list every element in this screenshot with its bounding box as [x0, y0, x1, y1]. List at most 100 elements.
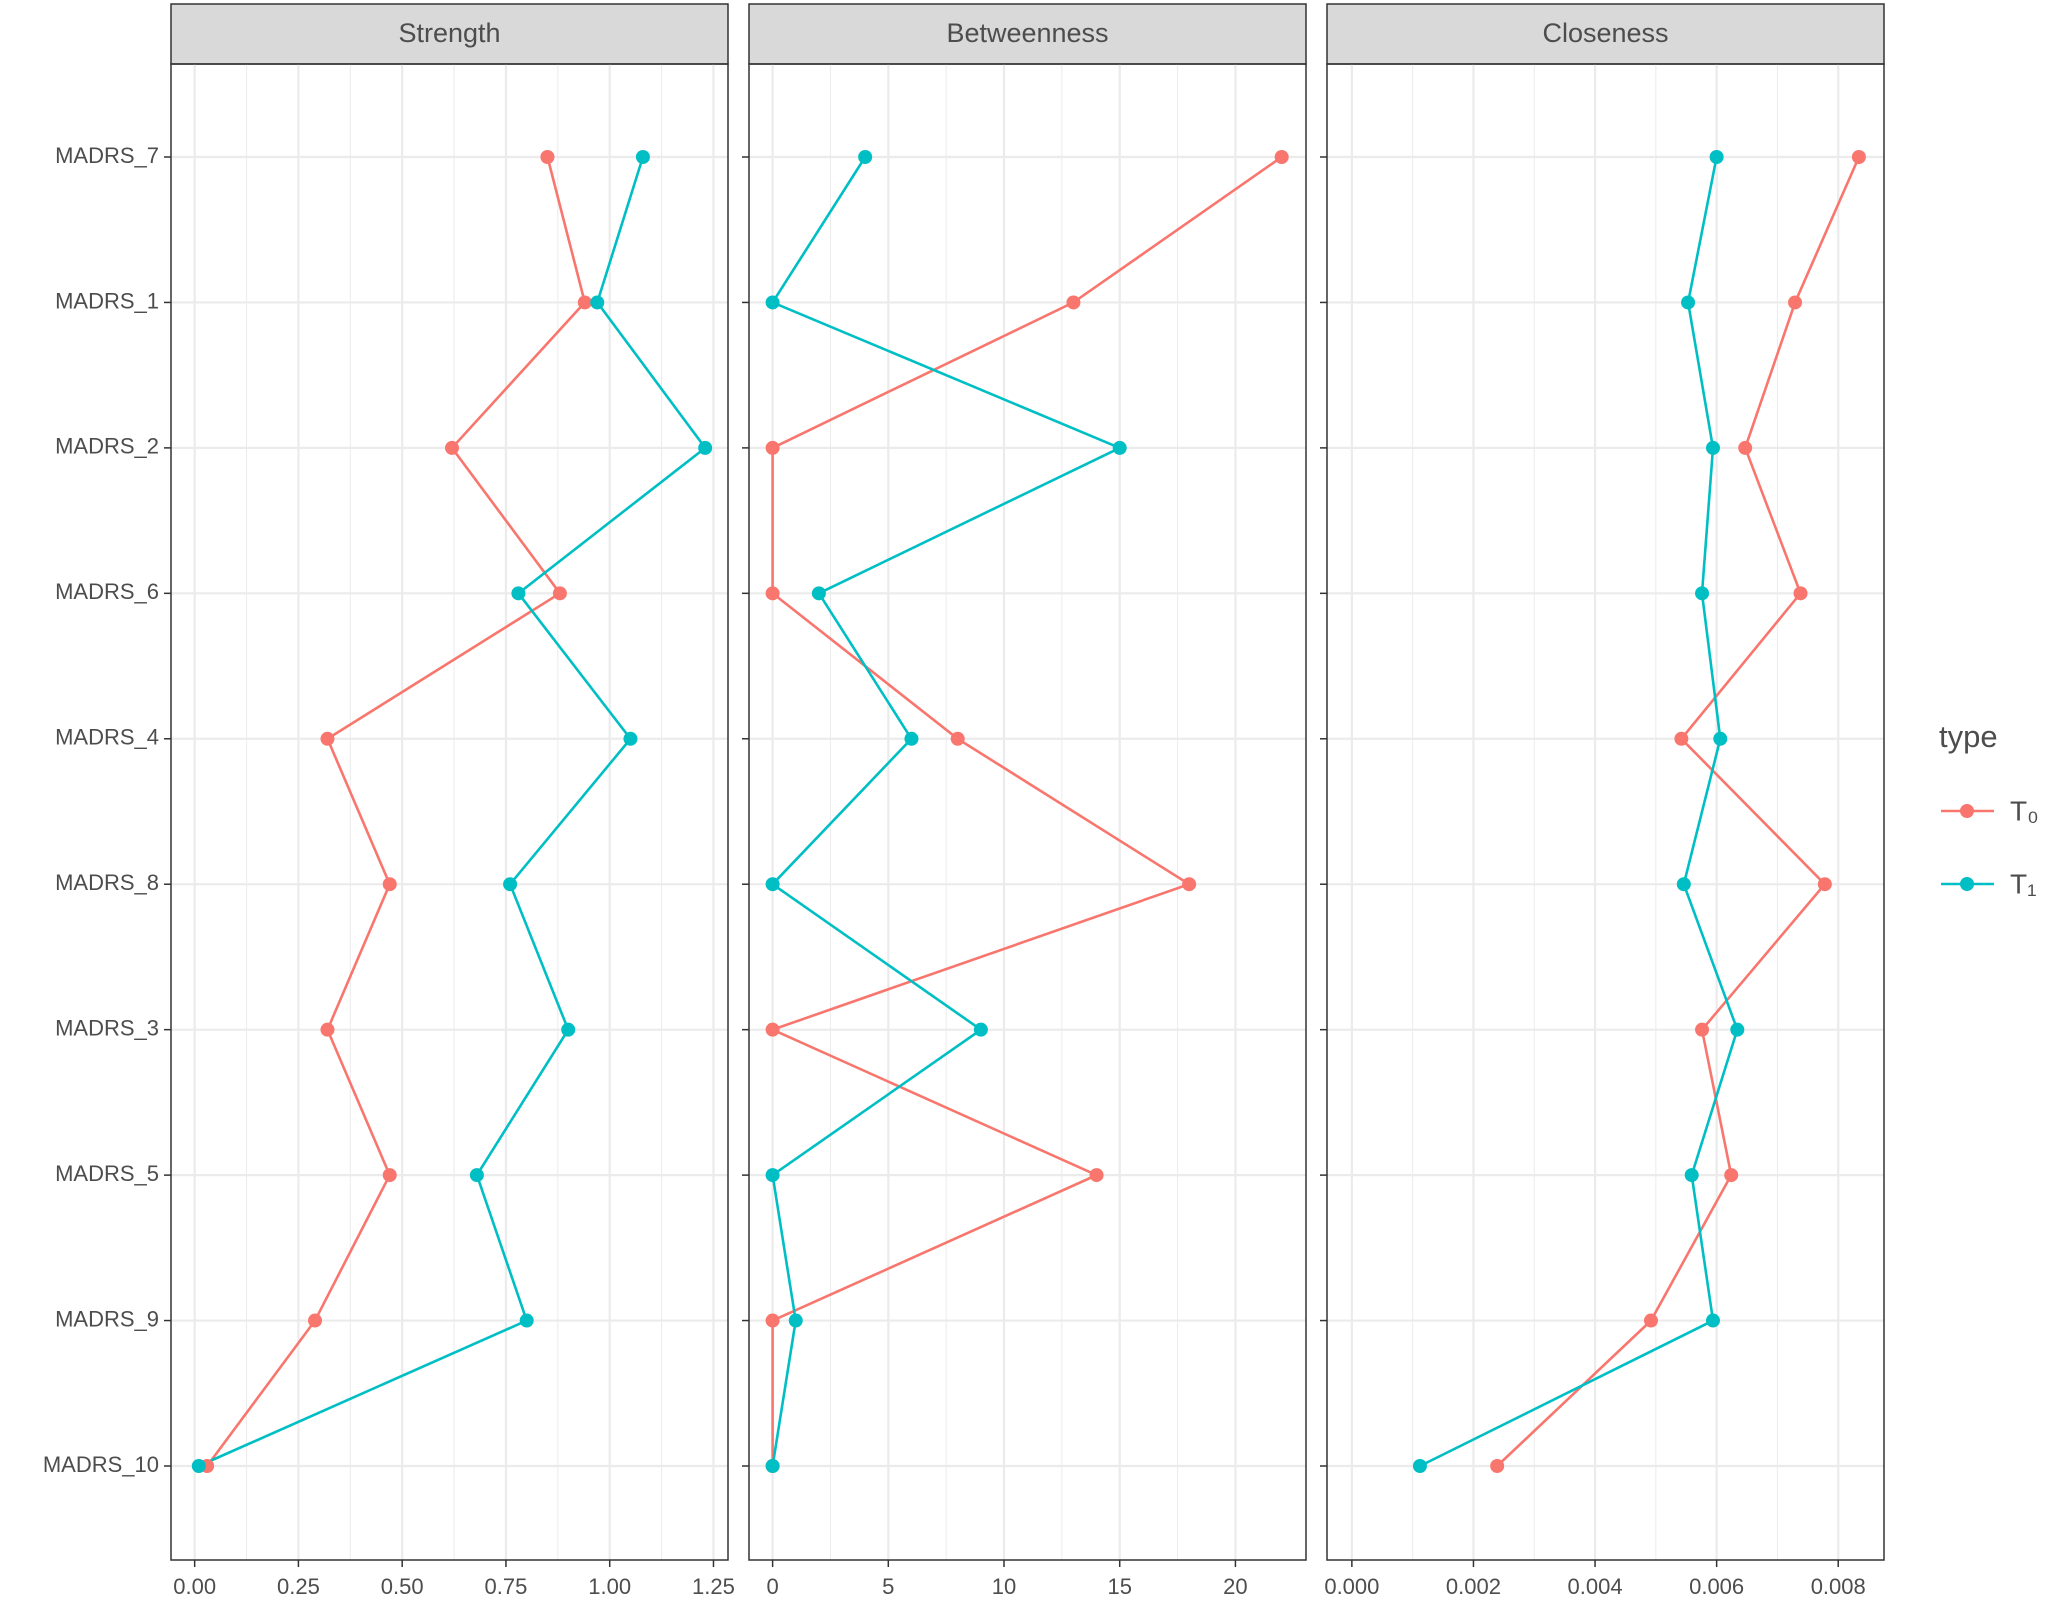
data-point	[1705, 440, 1720, 455]
panel-border	[170, 63, 729, 1561]
data-point	[1089, 1168, 1104, 1183]
y-tick-label: MADRS_6	[55, 579, 159, 604]
data-point	[382, 877, 397, 892]
x-tick-label: 0.006	[1689, 1574, 1744, 1599]
x-tick-label: 20	[1223, 1574, 1247, 1599]
data-point	[577, 295, 592, 310]
y-tick-label: MADRS_7	[55, 143, 159, 168]
legend-marker	[1960, 877, 1974, 891]
x-tick-label: 10	[992, 1574, 1016, 1599]
data-point	[1674, 731, 1689, 746]
data-point	[320, 731, 335, 746]
data-point	[1066, 295, 1081, 310]
data-point	[765, 877, 780, 892]
data-point	[811, 586, 826, 601]
data-point	[858, 150, 873, 164]
panel-border	[748, 63, 1307, 1561]
facet-title: Strength	[398, 18, 500, 48]
x-tick-label: 0.000	[1324, 1574, 1379, 1599]
series-line	[769, 155, 1283, 1466]
data-point	[904, 731, 919, 746]
facet-title: Betweenness	[946, 18, 1108, 48]
legend-label: T₁	[2010, 868, 2037, 899]
y-tick-label: MADRS_10	[43, 1452, 159, 1477]
data-point	[469, 1168, 484, 1183]
data-point	[1490, 1459, 1505, 1473]
series-line	[1419, 156, 1739, 1468]
data-point	[1182, 877, 1197, 892]
data-point	[503, 877, 518, 892]
x-tick-label: 1.00	[588, 1574, 631, 1599]
x-tick-label: 0.75	[485, 1574, 528, 1599]
y-tick-label: MADRS_4	[55, 725, 159, 750]
legend-label: T₀	[2010, 795, 2039, 826]
y-tick-label: MADRS_3	[55, 1015, 159, 1040]
series-line	[1496, 156, 1861, 1467]
data-point	[191, 1459, 206, 1473]
legend-title: type	[1939, 719, 1998, 754]
data-point	[1788, 295, 1803, 310]
x-tick-label: 15	[1107, 1574, 1131, 1599]
data-point	[590, 295, 605, 310]
data-point	[552, 586, 567, 601]
panel-border	[1326, 63, 1885, 1561]
facet-title: Closeness	[1542, 18, 1668, 48]
data-point	[1724, 1168, 1739, 1183]
facet-strip	[170, 3, 729, 65]
x-tick-label: 0.25	[277, 1574, 320, 1599]
data-point	[1730, 1022, 1745, 1037]
data-point	[765, 295, 780, 310]
y-tick-label: MADRS_5	[55, 1161, 159, 1186]
x-tick-label: 0.008	[1811, 1574, 1866, 1599]
data-point	[765, 440, 780, 455]
data-point	[1274, 150, 1289, 164]
data-point	[765, 1459, 780, 1473]
series-line	[206, 156, 587, 1467]
data-point	[1695, 586, 1710, 601]
data-point	[1793, 586, 1808, 601]
x-tick-label: 1.25	[692, 1574, 735, 1599]
y-tick-label: MADRS_9	[55, 1306, 159, 1331]
facet-strip	[1326, 3, 1885, 65]
y-tick-label: MADRS_2	[55, 434, 159, 459]
data-point	[788, 1313, 803, 1328]
data-point	[635, 150, 650, 164]
x-tick-label: 0	[766, 1574, 778, 1599]
x-tick-label: 0.004	[1568, 1574, 1623, 1599]
data-point	[382, 1168, 397, 1183]
data-point	[1684, 1168, 1699, 1183]
data-point	[519, 1313, 534, 1328]
data-point	[444, 440, 459, 455]
data-point	[765, 1022, 780, 1037]
data-point	[1705, 1313, 1720, 1328]
data-point	[765, 1168, 780, 1183]
x-tick-label: 5	[882, 1574, 894, 1599]
data-point	[1681, 295, 1696, 310]
legend-marker	[1960, 804, 1974, 818]
y-tick-label: MADRS_1	[55, 288, 159, 313]
data-point	[698, 440, 713, 455]
y-tick-label: MADRS_8	[55, 870, 159, 895]
data-point	[1817, 877, 1832, 892]
data-point	[1412, 1459, 1427, 1473]
x-tick-label: 0.002	[1446, 1574, 1501, 1599]
data-point	[1851, 150, 1866, 164]
data-point	[623, 731, 638, 746]
data-point	[1709, 150, 1724, 164]
facet-strip	[748, 3, 1307, 65]
x-tick-label: 0.00	[173, 1574, 216, 1599]
data-point	[973, 1022, 988, 1037]
data-point	[1112, 440, 1127, 455]
data-point	[765, 1313, 780, 1328]
data-point	[1713, 731, 1728, 746]
data-point	[561, 1022, 576, 1037]
data-point	[308, 1313, 323, 1328]
data-point	[765, 586, 780, 601]
data-point	[950, 731, 965, 746]
data-point	[1643, 1313, 1658, 1328]
data-point	[540, 150, 555, 164]
data-point	[1695, 1022, 1710, 1037]
data-point	[320, 1022, 335, 1037]
